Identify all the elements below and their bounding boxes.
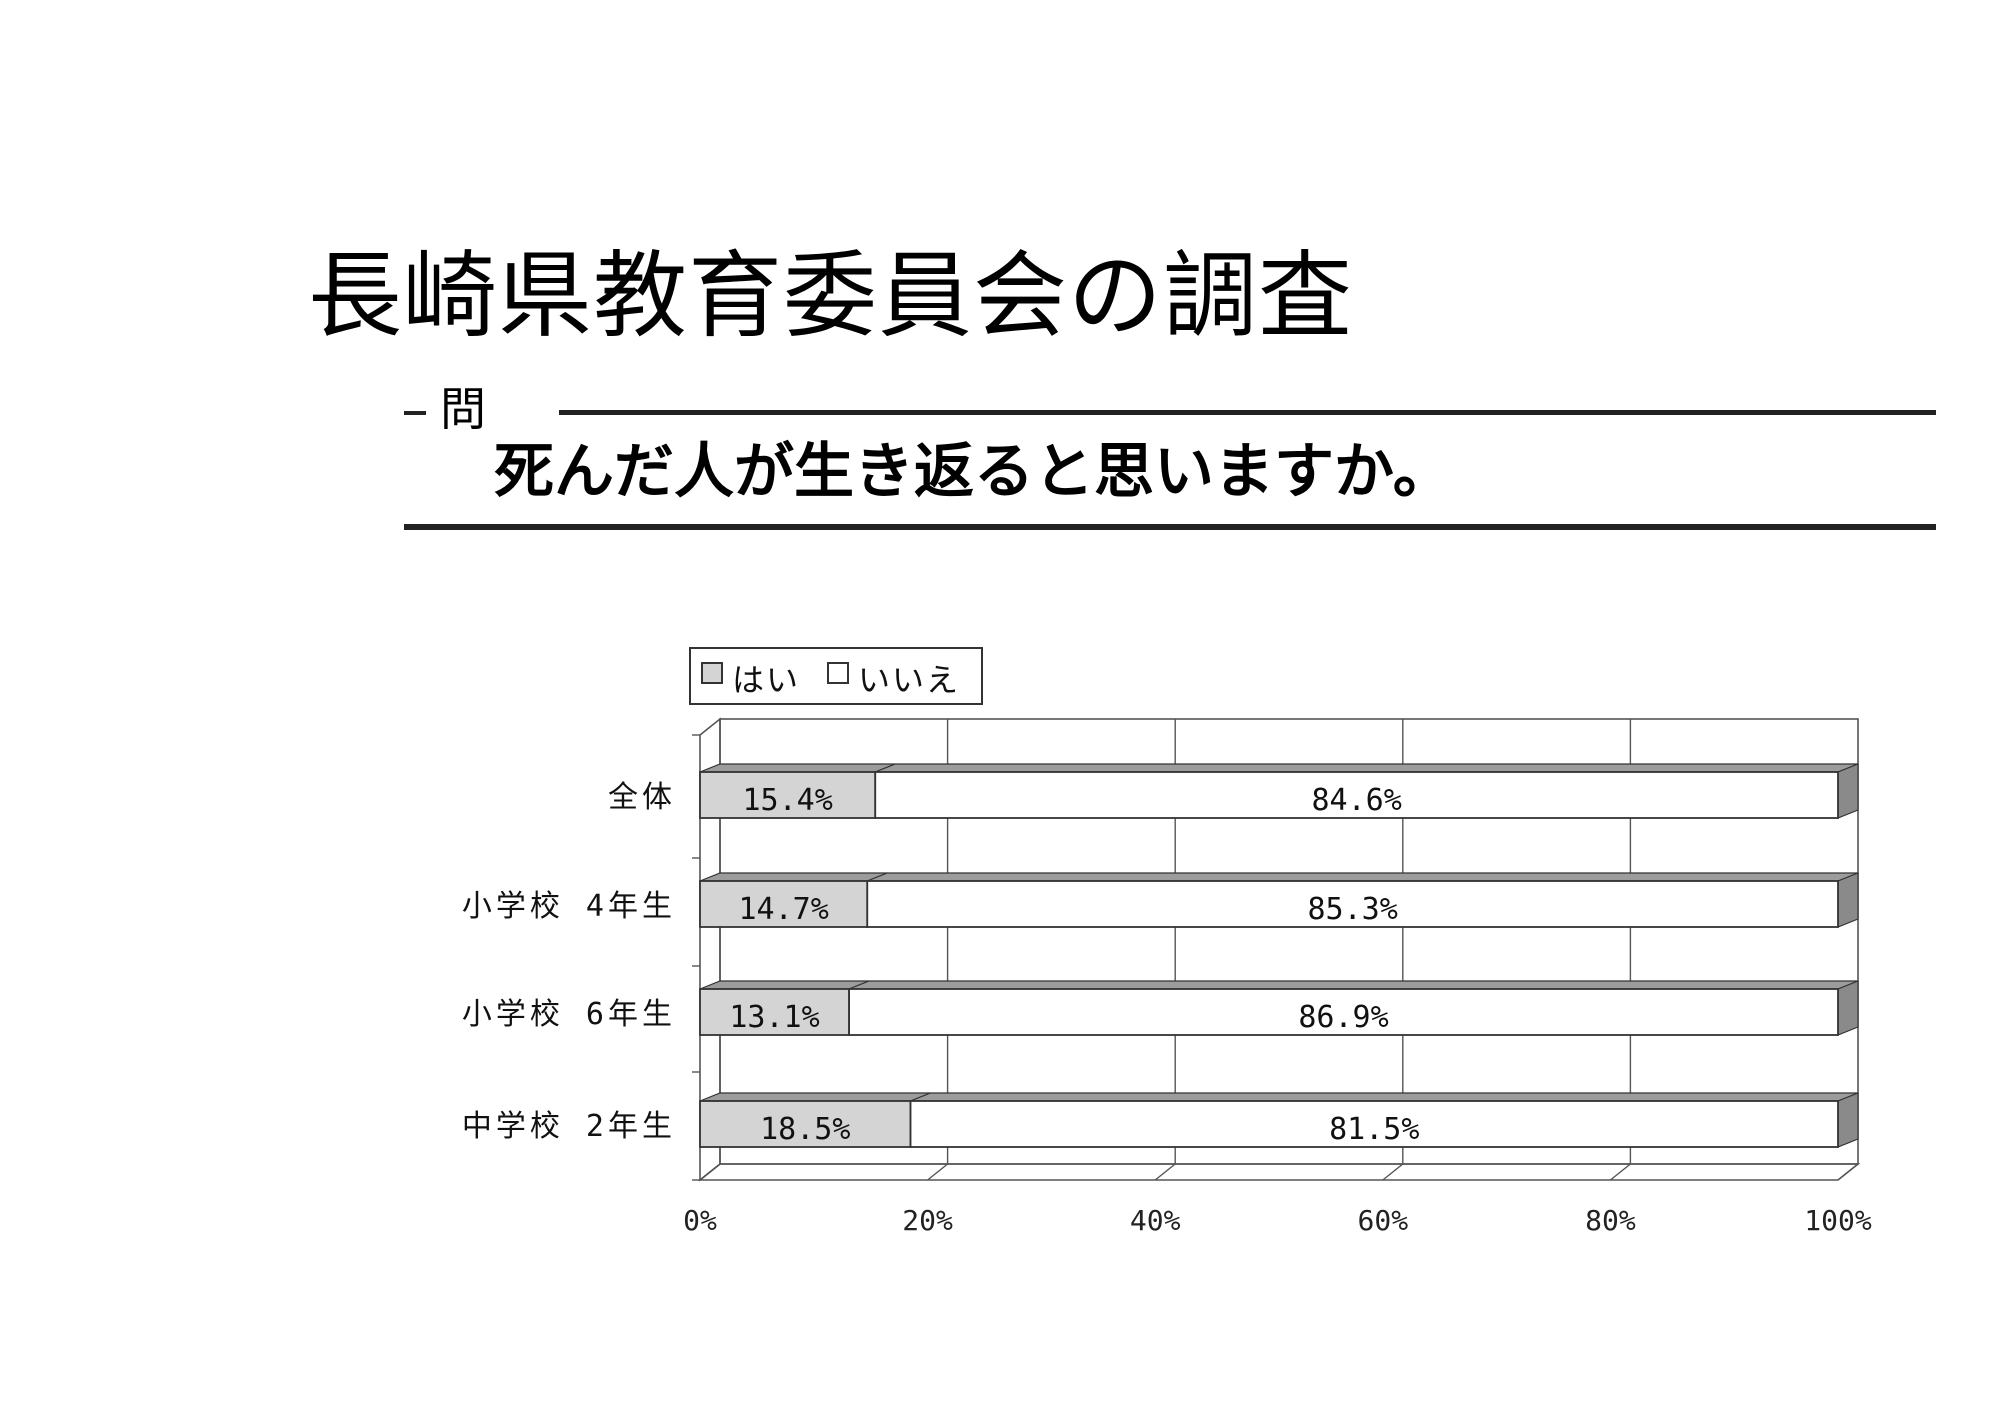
gridline-floor bbox=[1382, 1163, 1404, 1181]
data-label-yes: 14.7% bbox=[738, 892, 828, 927]
legend-swatch-yes bbox=[701, 662, 723, 684]
bar-top-yes bbox=[699, 872, 888, 882]
data-label-yes: 13.1% bbox=[729, 1000, 819, 1035]
bar-end-face bbox=[1837, 872, 1859, 928]
category-label: 中学校 2年生 bbox=[462, 1109, 676, 1144]
bar-no bbox=[874, 771, 1839, 819]
bar-end-face bbox=[1837, 763, 1859, 819]
bar-yes bbox=[699, 988, 850, 1036]
data-label-yes: 18.5% bbox=[760, 1112, 850, 1147]
category-label: 全体 bbox=[608, 780, 676, 815]
legend-swatch-no bbox=[827, 662, 849, 684]
data-label-no: 81.5% bbox=[1329, 1112, 1419, 1147]
question-dash bbox=[404, 411, 426, 415]
gridline-floor bbox=[927, 1163, 949, 1181]
question-box: 問 死んだ人が生き返ると思いますか。 bbox=[404, 386, 1936, 532]
bar-no bbox=[848, 988, 1839, 1036]
question-bottom-rule bbox=[404, 524, 1936, 530]
data-label-no: 84.6% bbox=[1311, 783, 1401, 818]
chart-floor bbox=[697, 1163, 1861, 1181]
x-tick-label: 40% bbox=[1130, 1204, 1181, 1237]
question-text: 死んだ人が生き返ると思いますか。 bbox=[494, 437, 1453, 507]
bar-yes bbox=[699, 1100, 912, 1148]
bar-top-no bbox=[867, 872, 1859, 882]
data-label-no: 86.9% bbox=[1298, 1000, 1388, 1035]
data-label-yes: 15.4% bbox=[742, 783, 832, 818]
bar-top-yes bbox=[699, 1092, 931, 1102]
x-tick-label: 60% bbox=[1358, 1204, 1409, 1237]
bar-no bbox=[909, 1100, 1839, 1148]
x-tick-label: 100% bbox=[1804, 1204, 1872, 1237]
gridline-floor bbox=[699, 1163, 721, 1181]
category-label: 小学校 4年生 bbox=[462, 889, 676, 924]
bar-top-yes bbox=[699, 980, 870, 990]
legend-label-no: いいえ bbox=[858, 661, 960, 699]
gridline-floor bbox=[1837, 1163, 1859, 1181]
x-tick-label: 80% bbox=[1585, 1204, 1636, 1237]
gridline-floor bbox=[1609, 1163, 1631, 1181]
slide-title: 長崎県教育委員会の調査 bbox=[308, 242, 1354, 351]
bar-no bbox=[866, 880, 1839, 928]
bar-end-face bbox=[1837, 1092, 1859, 1148]
bar-top-no bbox=[875, 763, 1859, 773]
question-tag: 問 bbox=[440, 382, 486, 436]
x-tick-label: 0% bbox=[683, 1204, 717, 1237]
data-label-no: 85.3% bbox=[1307, 892, 1397, 927]
gridline-floor bbox=[1154, 1163, 1176, 1181]
bar-top-no bbox=[910, 1092, 1859, 1102]
bar-end-face bbox=[1837, 980, 1859, 1036]
category-label: 小学校 6年生 bbox=[462, 997, 676, 1032]
legend-label-yes: はい bbox=[732, 661, 800, 699]
x-tick-label: 20% bbox=[902, 1204, 953, 1237]
bar-top-no bbox=[848, 980, 1859, 990]
question-top-rule bbox=[559, 410, 1936, 415]
bar-top-yes bbox=[699, 763, 896, 773]
